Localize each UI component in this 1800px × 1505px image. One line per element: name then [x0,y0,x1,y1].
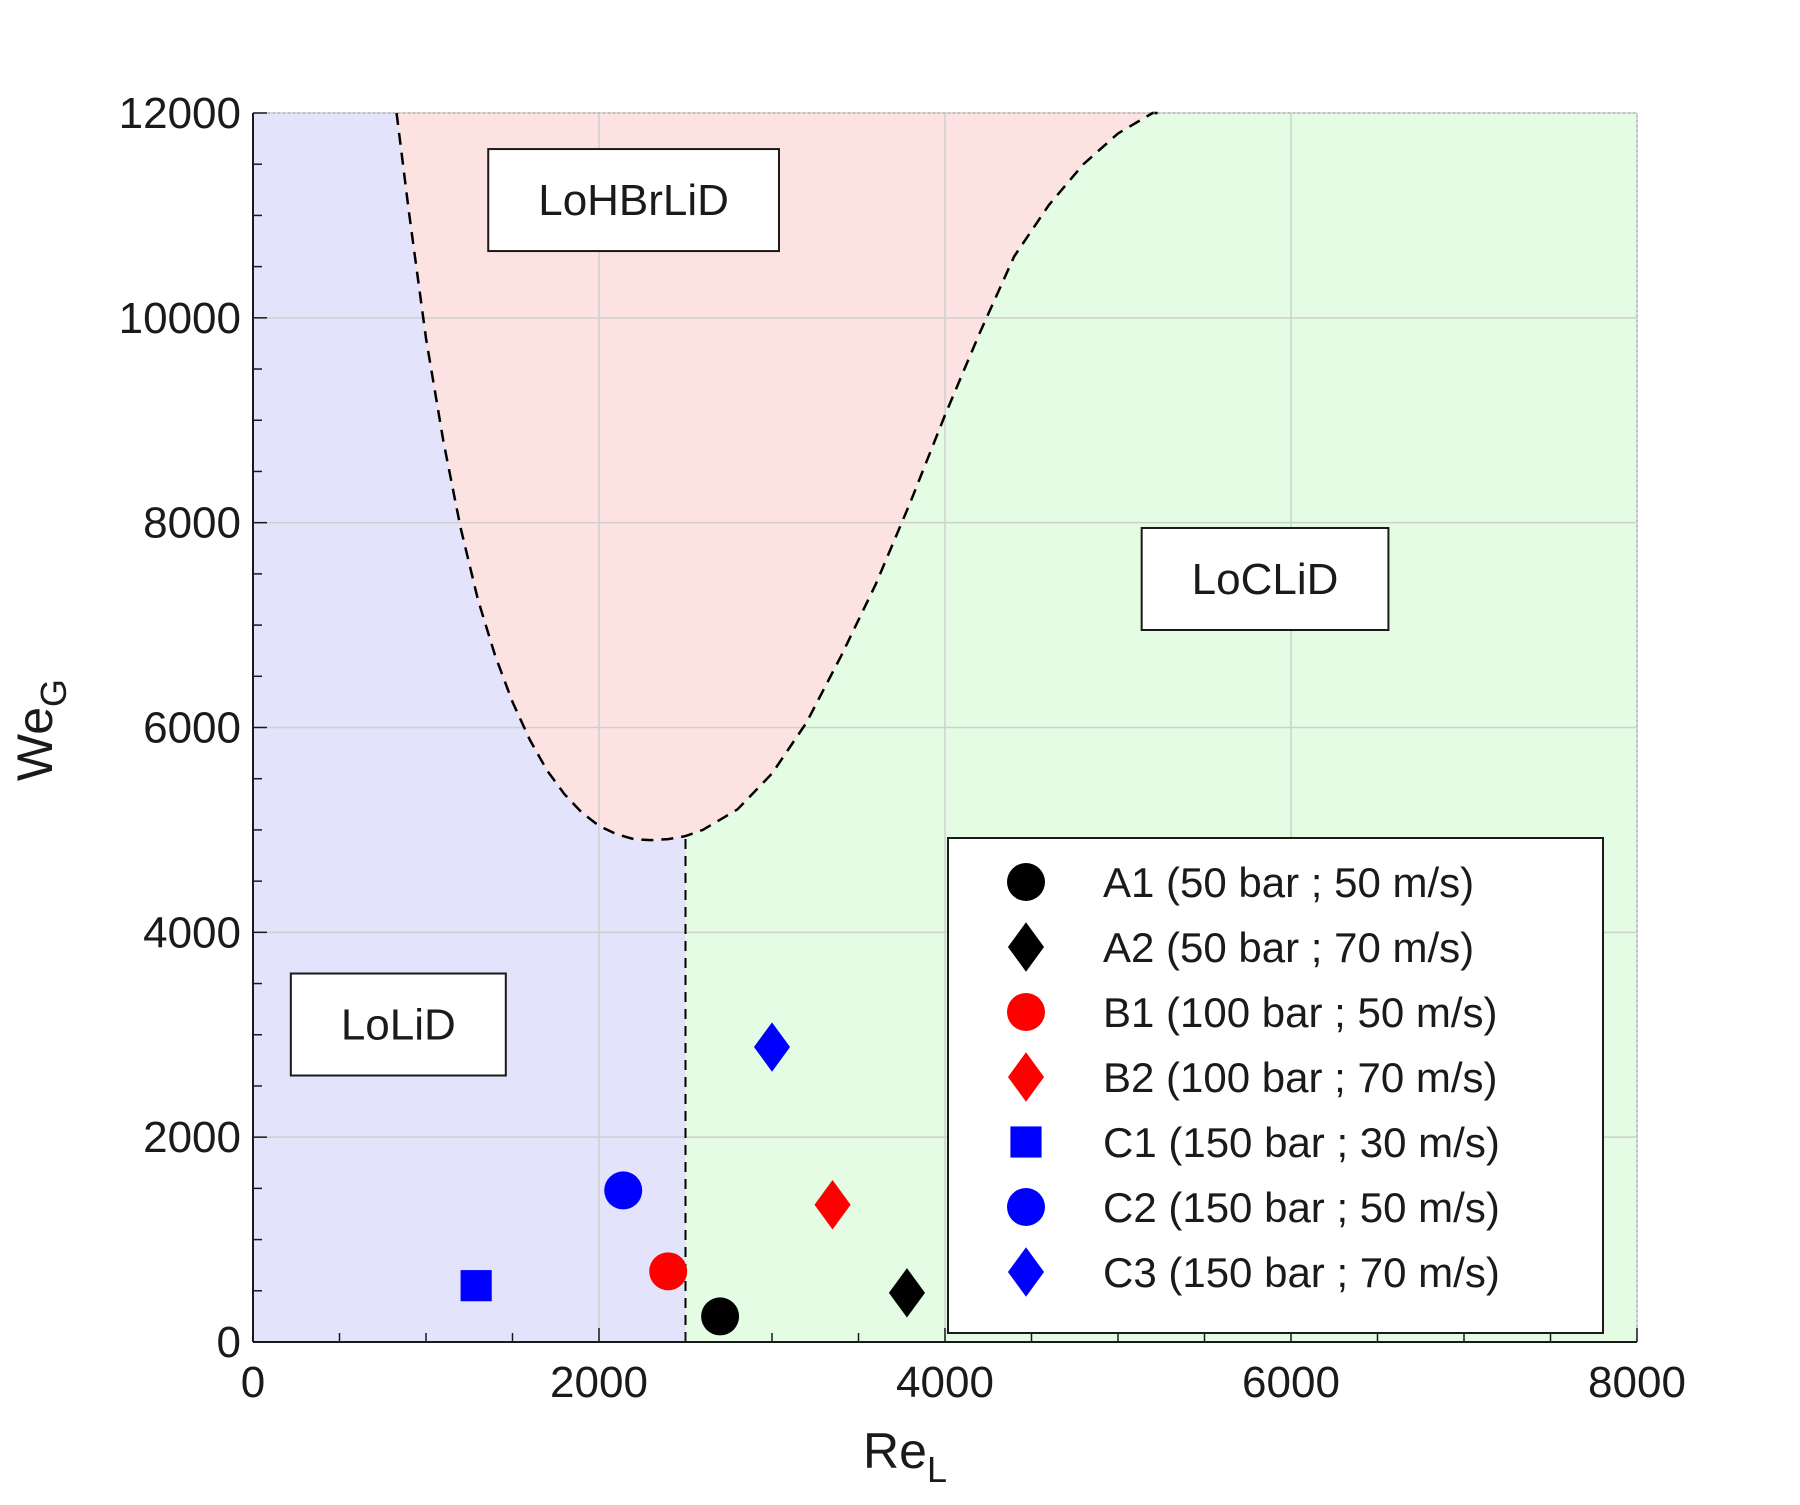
legend-item: A1 (50 bar ; 50 m/s) [1007,859,1474,906]
data-point [460,1270,492,1302]
legend-item: B2 (100 bar ; 70 m/s) [1007,1052,1498,1102]
y-axis-title-subscript: G [33,679,74,707]
y-tick-label: 6000 [143,704,241,753]
data-point [649,1252,688,1291]
data-point [888,1268,925,1318]
legend-label: C2 (150 bar ; 50 m/s) [1103,1184,1500,1231]
region-label-text: LoCLiD [1192,555,1339,604]
legend-item: C3 (150 bar ; 70 m/s) [1007,1247,1500,1297]
x-tick-label: 0 [241,1358,265,1407]
data-point [814,1180,851,1230]
x-tick-label: 4000 [896,1358,994,1407]
legend-marker [1007,922,1045,972]
legend: A1 (50 bar ; 50 m/s) A2 (50 bar ; 70 m/s)… [947,837,1604,1334]
y-tick-label: 10000 [119,294,241,343]
legend-marker [1010,1126,1042,1158]
legend-marker [1007,1052,1045,1102]
region-labels: LoLiD LoHBrLiD LoCLiD [289,148,1390,1077]
region-lohbrlid [396,113,1160,841]
legend-marker [1007,1247,1045,1297]
data-points [460,1022,925,1336]
x-axis-title-main: Re [863,1423,927,1479]
legend-label: A2 (50 bar ; 70 m/s) [1103,924,1474,971]
legend-marker [1007,1188,1045,1226]
x-axis-title: ReL [863,1423,947,1490]
y-tick-label: 2000 [143,1113,241,1162]
x-tick-label: 2000 [550,1358,648,1407]
y-tick-label: 0 [217,1318,241,1367]
legend-label: C1 (150 bar ; 30 m/s) [1103,1119,1500,1166]
x-axis-title-subscript: L [927,1449,947,1490]
legend-label: A1 (50 bar ; 50 m/s) [1103,859,1474,906]
boundary-curve [395,111,1160,842]
legend-label: C3 (150 bar ; 70 m/s) [1103,1249,1500,1296]
legend-label: B1 (100 bar ; 50 m/s) [1103,989,1498,1036]
legend-item: A2 (50 bar ; 70 m/s) [1007,922,1474,972]
axis-titles: ReL WeG [7,679,947,1490]
x-tick-label: 8000 [1588,1358,1686,1407]
y-tick-label: 4000 [143,908,241,957]
data-point [701,1297,740,1336]
y-axis-title: WeG [7,679,74,781]
region-label-text: LoHBrLiD [538,176,729,225]
region-label-box [289,972,507,1077]
region-label-text: LoLiD [341,1001,456,1050]
data-point [753,1022,791,1072]
legend-marker [1007,993,1045,1031]
legend-marker [1007,863,1045,901]
y-tick-label: 8000 [143,499,241,548]
legend-item: C1 (150 bar ; 30 m/s) [1010,1119,1500,1166]
legend-item: B1 (100 bar ; 50 m/s) [1007,989,1498,1036]
legend-label: B2 (100 bar ; 70 m/s) [1103,1054,1498,1101]
legend-item: C2 (150 bar ; 50 m/s) [1007,1184,1500,1231]
regime-boundaries [395,111,1160,1342]
legend-box [947,837,1604,1334]
region-label-box [487,148,780,253]
y-tick-label: 12000 [119,89,241,138]
region-label-lohbrlid: LoHBrLiD [487,148,780,253]
region-label-loclid: LoCLiD [1140,526,1390,631]
region-label-box [1140,526,1390,631]
region-label-lolid: LoLiD [289,972,507,1077]
data-point [604,1171,643,1210]
y-axis-title-main: We [7,707,63,781]
x-tick-label: 6000 [1242,1358,1340,1407]
axes: 0 2000 4000 6000 8000 0 2000 4000 6000 8000 10000 1… [119,89,1686,1407]
